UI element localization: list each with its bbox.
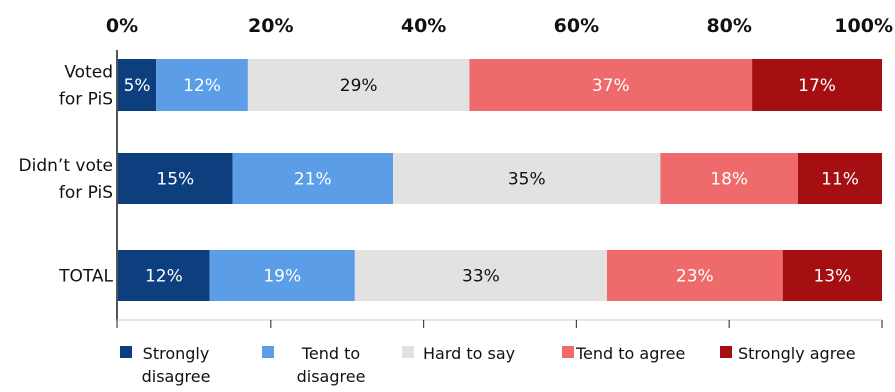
bar-segment bbox=[118, 250, 210, 301]
legend-swatch bbox=[402, 346, 414, 358]
bar-segment bbox=[782, 250, 882, 301]
x-tick-label: 80% bbox=[706, 15, 751, 37]
legend-label: disagree bbox=[297, 367, 366, 386]
x-tick-label: 60% bbox=[554, 15, 599, 37]
bar-segment bbox=[247, 59, 470, 111]
legend-label: disagree bbox=[142, 367, 211, 386]
bar-segment bbox=[118, 153, 233, 204]
legend-label: Strongly agree bbox=[738, 344, 856, 363]
data-label: 35% bbox=[508, 170, 546, 190]
bar-segment bbox=[752, 59, 882, 111]
bar-segment bbox=[469, 59, 753, 111]
category-label: Voted bbox=[64, 63, 113, 83]
x-tick-label: 40% bbox=[401, 15, 446, 37]
x-tick-label: 100% bbox=[834, 15, 893, 37]
category-label: TOTAL bbox=[58, 267, 113, 287]
data-label: 5% bbox=[124, 76, 151, 96]
legend: Strongly disagree Tend to disagree Hard to s… bbox=[120, 344, 856, 386]
bar-segment bbox=[660, 153, 798, 204]
data-label: 12% bbox=[145, 267, 183, 287]
legend-label: Strongly bbox=[143, 344, 210, 363]
bar-segment bbox=[209, 250, 355, 301]
data-label: 12% bbox=[183, 76, 221, 96]
category-label: for PiS bbox=[59, 90, 113, 110]
category-label: Didn’t vote bbox=[19, 156, 113, 176]
data-label: 18% bbox=[710, 170, 748, 190]
legend-swatch bbox=[262, 346, 274, 358]
data-label: 37% bbox=[592, 76, 630, 96]
category-label: for PiS bbox=[59, 183, 113, 203]
data-label: 23% bbox=[676, 267, 714, 287]
data-label: 29% bbox=[340, 76, 378, 96]
data-label: 19% bbox=[263, 267, 301, 287]
data-label: 15% bbox=[156, 170, 194, 190]
bar-segment bbox=[393, 153, 661, 204]
legend-swatch bbox=[120, 346, 132, 358]
data-label: 21% bbox=[294, 170, 332, 190]
data-label: 17% bbox=[798, 76, 836, 96]
x-tick-label: 0% bbox=[106, 15, 138, 37]
x-tick-label: 20% bbox=[248, 15, 293, 37]
bar-segment bbox=[156, 59, 248, 111]
data-label: 13% bbox=[813, 267, 851, 287]
data-label: 11% bbox=[821, 170, 859, 190]
legend-label: Hard to say bbox=[423, 344, 515, 363]
legend-label: Tend to agree bbox=[575, 344, 685, 363]
category-labels: Voted for PiS Didn’t vote for PiS TOTAL bbox=[19, 63, 114, 287]
x-axis-ticks: 0% 20% 40% 60% 80% 100% bbox=[106, 15, 893, 37]
bar-segment bbox=[118, 59, 157, 111]
data-label: 33% bbox=[462, 267, 500, 287]
x-axis bbox=[116, 50, 883, 328]
legend-swatch bbox=[720, 346, 732, 358]
legend-swatch bbox=[562, 346, 574, 358]
bars: 5% 12% 29% 37% 17% 15% 21% 35% 18% 11% 12% 19% 33% 23… bbox=[118, 59, 882, 301]
bar-segment bbox=[354, 250, 607, 301]
bar-segment bbox=[606, 250, 783, 301]
bar-segment bbox=[232, 153, 394, 204]
bar-segment bbox=[797, 153, 882, 204]
legend-label: Tend to bbox=[301, 344, 360, 363]
